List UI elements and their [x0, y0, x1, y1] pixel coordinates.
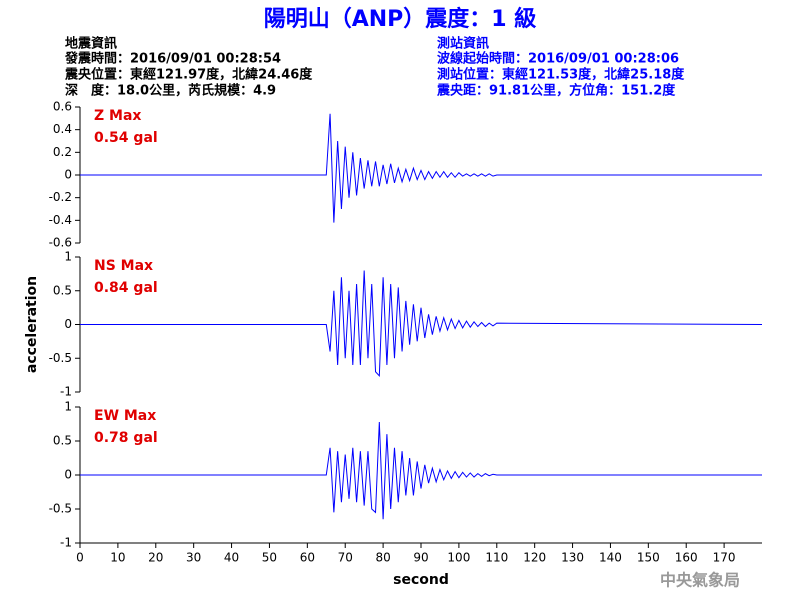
waveform	[80, 421, 762, 520]
x-tick-label: 30	[186, 551, 201, 565]
x-tick-label: 110	[485, 551, 508, 565]
x-tick-label: 50	[262, 551, 277, 565]
info-left: 發震時間：2016/09/01 00:28:54	[64, 51, 281, 67]
x-tick-label: 10	[110, 551, 125, 565]
y-tick-label: -0.6	[49, 236, 72, 250]
x-tick-label: 20	[148, 551, 163, 565]
y-tick-label: 0.5	[53, 283, 72, 297]
y-tick-label: 1	[64, 250, 72, 264]
max-label: 0.54 gal	[94, 130, 158, 146]
x-tick-label: 70	[338, 551, 353, 565]
x-tick-label: 60	[300, 551, 315, 565]
info-right: 測站位置：東經121.53度，北緯25.18度	[437, 67, 685, 83]
y-tick-label: -1	[60, 536, 72, 550]
panel-label: EW Max	[94, 408, 156, 424]
x-tick-label: 130	[561, 551, 584, 565]
x-tick-label: 140	[599, 551, 622, 565]
x-tick-label: 170	[713, 551, 736, 565]
y-tick-label: 0	[64, 317, 72, 331]
x-tick-label: 0	[76, 551, 84, 565]
y-tick-label: -0.5	[49, 351, 72, 365]
y-tick-label: 0	[64, 468, 72, 482]
y-tick-label: 0.2	[53, 145, 72, 159]
info-right: 震央距：91.81公里，方位角：151.2度	[436, 83, 676, 99]
y-tick-label: -0.4	[49, 213, 72, 227]
x-tick-label: 80	[375, 551, 390, 565]
waveform	[80, 270, 763, 378]
max-label: 0.84 gal	[94, 280, 158, 296]
y-tick-label: -0.2	[49, 190, 72, 204]
watermark: 中央氣象局	[660, 571, 740, 590]
info-left: 深 度：18.0公里，芮氏規模：4.9	[65, 83, 276, 99]
x-tick-label: 90	[413, 551, 428, 565]
x-axis-label: second	[393, 572, 449, 588]
y-axis-label: acceleration	[24, 276, 40, 373]
panel-label: NS Max	[94, 258, 153, 274]
info-right: 波線起始時間：2016/09/01 00:28:06	[437, 51, 679, 67]
x-tick-label: 160	[675, 551, 698, 565]
info-right: 測站資訊	[437, 36, 489, 52]
y-tick-label: 0	[64, 168, 72, 182]
info-left: 震央位置：東經121.97度，北緯24.46度	[64, 67, 313, 83]
info-left: 地震資訊	[65, 36, 117, 52]
y-tick-label: -0.5	[49, 502, 72, 516]
panel-label: Z Max	[94, 108, 141, 124]
y-tick-label: 0.6	[53, 100, 72, 114]
x-tick-label: 100	[447, 551, 470, 565]
waveform	[80, 113, 762, 223]
y-tick-label: 0.5	[53, 434, 72, 448]
x-tick-label: 120	[523, 551, 546, 565]
y-tick-label: -1	[60, 385, 72, 399]
y-tick-label: 0.4	[53, 122, 72, 136]
y-tick-label: 1	[64, 400, 72, 414]
x-tick-label: 150	[637, 551, 660, 565]
title: 陽明山（ANP）震度：1 級	[264, 6, 537, 32]
x-tick-label: 40	[224, 551, 239, 565]
max-label: 0.78 gal	[94, 430, 158, 446]
